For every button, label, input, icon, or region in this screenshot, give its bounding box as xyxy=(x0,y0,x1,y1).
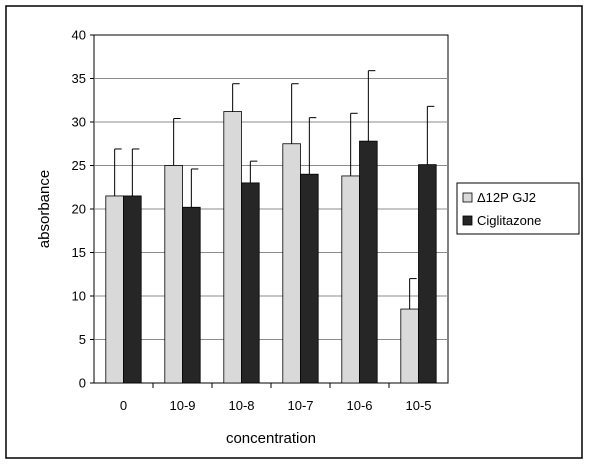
bar-delta12pgj2 xyxy=(105,195,124,384)
bar-ciglitazone xyxy=(241,182,260,384)
x-tick-label: 10-9 xyxy=(169,398,195,413)
legend-swatch-delta12pgj2 xyxy=(462,192,473,203)
bar-delta12pgj2 xyxy=(341,175,360,384)
x-axis-title: concentration xyxy=(226,430,316,447)
bar-ciglitazone xyxy=(182,206,201,384)
y-axis-title: absorbance xyxy=(36,170,53,248)
y-tick-label: 30 xyxy=(72,115,86,130)
y-tick-label: 20 xyxy=(72,202,86,217)
y-tick-label: 25 xyxy=(72,158,86,173)
x-axis-ticks: 0 10-9 10-8 10-7 10-6 10-5 xyxy=(120,383,432,413)
bar-ciglitazone xyxy=(418,164,437,384)
bar-ciglitazone xyxy=(359,140,378,384)
bar-ciglitazone xyxy=(123,195,142,384)
y-axis-ticks: 0 5 10 15 20 25 30 35 40 xyxy=(72,28,94,391)
bar-delta12pgj2 xyxy=(223,111,242,384)
x-tick-label: 0 xyxy=(120,398,127,413)
legend: Δ12P GJ2 Ciglitazone xyxy=(456,182,580,235)
bar-delta12pgj2 xyxy=(400,308,419,384)
bar-ciglitazone xyxy=(300,173,319,384)
bar-delta12pgj2 xyxy=(282,143,301,384)
bars xyxy=(105,111,437,384)
gridlines xyxy=(94,78,448,340)
x-tick-label: 10-5 xyxy=(405,398,431,413)
y-tick-label: 0 xyxy=(79,376,86,391)
y-tick-label: 5 xyxy=(79,332,86,347)
legend-label-ciglitazone: Ciglitazone xyxy=(477,213,541,228)
y-tick-label: 10 xyxy=(72,289,86,304)
bar-delta12pgj2 xyxy=(164,165,183,384)
x-tick-label: 10-6 xyxy=(346,398,372,413)
x-tick-label: 10-7 xyxy=(287,398,313,413)
y-tick-label: 40 xyxy=(72,28,86,43)
y-tick-label: 15 xyxy=(72,245,86,260)
legend-label-delta12pgj2: Δ12P GJ2 xyxy=(477,190,536,205)
legend-swatch-ciglitazone xyxy=(462,215,473,226)
error-bars xyxy=(114,70,435,310)
y-tick-label: 35 xyxy=(72,71,86,86)
legend-box xyxy=(456,182,580,235)
x-tick-label: 10-8 xyxy=(228,398,254,413)
